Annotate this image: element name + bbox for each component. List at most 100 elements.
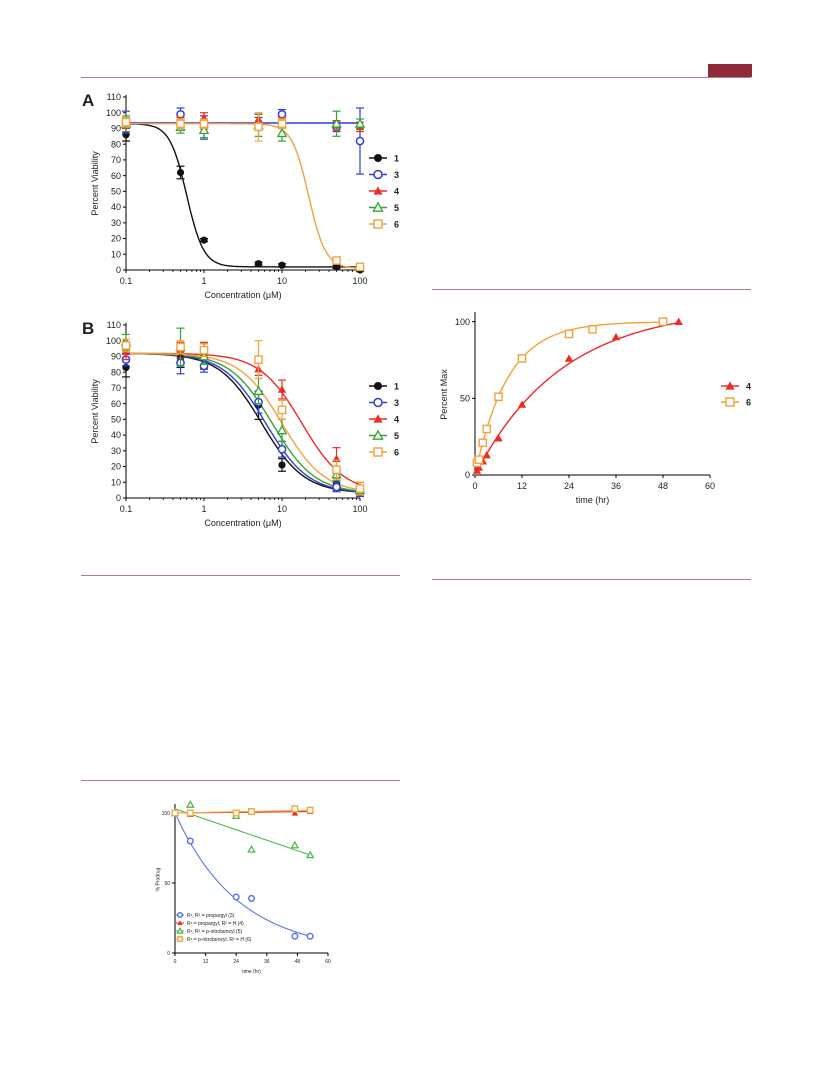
- data-point: [332, 482, 341, 492]
- legend-marker: [373, 414, 383, 423]
- y-tick-label: 50: [164, 881, 170, 887]
- x-tick-label: 0.1: [120, 276, 133, 286]
- data-point: [276, 127, 288, 138]
- legend-label: 4: [394, 186, 399, 196]
- legend-label: 3: [394, 398, 399, 408]
- y-tick-label: 90: [111, 352, 121, 362]
- data-point: [306, 806, 314, 814]
- y-tick-label: 100: [455, 317, 470, 327]
- legend-marker: [177, 920, 183, 926]
- x-tick-label: 36: [264, 959, 270, 965]
- data-point: [291, 809, 299, 816]
- x-tick-label: 12: [517, 481, 527, 491]
- legend-marker: [373, 219, 383, 229]
- data-point: [277, 119, 287, 129]
- x-axis-label: Concentration (μM): [204, 518, 281, 528]
- x-tick-label: 1: [201, 276, 206, 286]
- y-tick-label: 100: [162, 811, 171, 817]
- legend-marker: [372, 429, 384, 440]
- y-tick-label: 10: [111, 249, 121, 259]
- data-point: [185, 800, 195, 808]
- legend-marker: [373, 186, 383, 195]
- chart-c-percent-max: 0 50 100 0 12 24 36 48 60 time (hr) Percent Max 4 6: [439, 312, 751, 505]
- x-tick-label: 0.1: [120, 504, 133, 514]
- data-point: [291, 805, 299, 813]
- legend-label: R¹, R² = propargyl (3): [187, 913, 235, 919]
- x-axis-label: time (hr): [576, 495, 610, 505]
- data-point: [176, 109, 185, 119]
- data-point: [290, 840, 300, 849]
- legend-marker: [372, 201, 384, 212]
- y-tick-label: 80: [111, 139, 121, 149]
- data-point: [176, 119, 185, 129]
- data-point: [199, 119, 209, 129]
- data-point: [253, 385, 264, 396]
- x-tick-label: 12: [203, 959, 209, 965]
- data-point: [564, 329, 574, 339]
- y-axis-label: % Prodrug: [156, 867, 162, 891]
- data-point: [611, 332, 621, 341]
- data-point: [588, 325, 597, 334]
- y-tick-label: 0: [465, 470, 470, 480]
- x-tick-label: 48: [295, 959, 301, 965]
- x-axis-label: time (hr): [242, 969, 261, 975]
- fit-curve: [126, 123, 361, 269]
- fit-curve: [125, 123, 360, 268]
- y-tick-label: 20: [111, 462, 121, 472]
- fit-curve: [126, 352, 361, 491]
- data-point: [254, 355, 263, 364]
- data-point: [291, 932, 299, 940]
- y-tick-label: 110: [107, 92, 121, 102]
- legend-label: 1: [394, 381, 399, 391]
- legend-marker: [176, 911, 184, 919]
- legend-marker: [373, 447, 383, 457]
- data-point: [277, 444, 287, 454]
- data-point: [254, 122, 263, 132]
- x-tick-label: 24: [564, 481, 574, 491]
- data-point: [278, 461, 286, 469]
- legend-label: 4: [394, 414, 399, 424]
- x-tick-label: 1: [201, 504, 206, 514]
- legend-label: R¹, R² = p-nitrobenzyl (5): [187, 929, 242, 935]
- data-point: [176, 342, 185, 352]
- x-tick-label: 10: [277, 504, 287, 514]
- y-tick-label: 20: [111, 234, 121, 244]
- x-axis-label: Concentration (μM): [204, 290, 281, 300]
- data-point: [305, 850, 315, 859]
- data-point: [247, 894, 256, 902]
- y-tick-label: 30: [111, 218, 121, 228]
- data-point: [176, 168, 185, 177]
- y-tick-label: 0: [167, 951, 170, 957]
- legend-label: 6: [746, 397, 751, 407]
- y-tick-label: 10: [111, 477, 121, 487]
- y-tick-label: 40: [111, 430, 121, 440]
- data-point: [494, 392, 503, 402]
- data-point: [658, 317, 668, 326]
- data-point: [332, 263, 341, 271]
- x-tick-label: 24: [233, 959, 239, 965]
- data-point: [277, 109, 287, 119]
- data-point: [355, 484, 365, 493]
- legend-marker: [176, 927, 184, 934]
- header-rule: [81, 77, 751, 78]
- data-point: [306, 932, 314, 940]
- data-point: [478, 438, 488, 448]
- data-point: [186, 809, 194, 817]
- data-point: [474, 455, 484, 464]
- data-point: [232, 893, 240, 901]
- y-axis-label: Percent Viability: [90, 379, 100, 444]
- x-tick-label: 0: [174, 959, 177, 965]
- legend-label: R¹ = propargyl, R² = H (4): [187, 921, 244, 927]
- x-tick-label: 60: [705, 481, 715, 491]
- data-point: [354, 118, 366, 128]
- x-tick-label: 100: [352, 504, 367, 514]
- x-tick-label: 10: [277, 276, 287, 286]
- legend-marker: [177, 935, 184, 942]
- y-tick-label: 80: [111, 367, 121, 377]
- legend-label: 4: [746, 381, 751, 391]
- legend-label: 3: [394, 170, 399, 180]
- y-tick-label: 50: [111, 187, 121, 197]
- data-point: [331, 118, 342, 128]
- x-tick-label: 48: [658, 481, 668, 491]
- y-tick-label: 50: [460, 393, 470, 403]
